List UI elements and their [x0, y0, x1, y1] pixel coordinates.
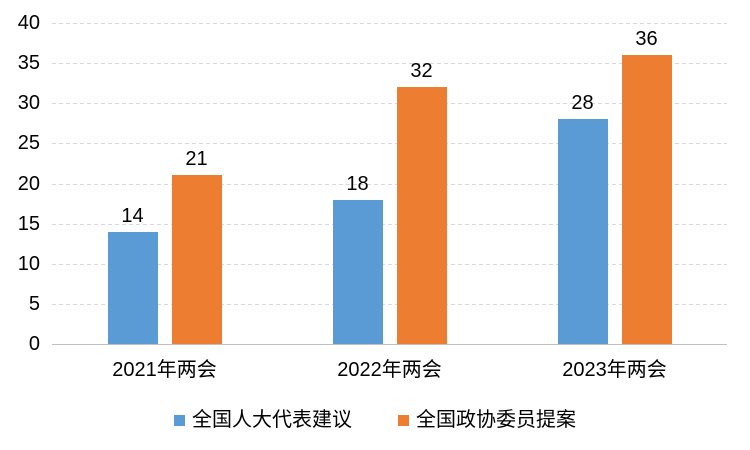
gridline — [52, 103, 727, 105]
gridline — [52, 23, 727, 24]
x-axis-line — [52, 344, 727, 345]
y-tick-label: 20 — [17, 172, 40, 195]
legend-label: 全国人大代表建议 — [192, 409, 352, 431]
legend: 全国人大代表建议 全国政协委员提案 — [0, 407, 750, 433]
y-tick-label: 5 — [28, 292, 40, 315]
bar-series1 — [107, 231, 158, 344]
legend-swatch-icon — [174, 414, 185, 426]
y-tick-label: 30 — [17, 92, 40, 115]
bar-series1 — [557, 119, 608, 344]
bar-value-label: 14 — [121, 204, 144, 227]
bar-value-label: 36 — [635, 28, 658, 51]
y-tick-label: 35 — [17, 52, 40, 75]
bar-series2 — [396, 87, 447, 344]
x-category-label: 2022年两会 — [337, 359, 442, 381]
y-tick-label: 15 — [17, 212, 40, 235]
bar-value-label: 32 — [410, 60, 433, 83]
y-axis: 0 5 10 15 20 25 30 35 40 — [0, 0, 40, 450]
gridline — [52, 183, 727, 185]
legend-item-series1: 全国人大代表建议 — [174, 407, 352, 433]
gridline — [52, 263, 727, 265]
y-tick-label: 40 — [17, 12, 40, 34]
y-tick-label: 0 — [28, 333, 40, 355]
gridline — [52, 63, 727, 65]
y-tick-label: 10 — [17, 252, 40, 275]
x-axis: 2021年两会 2022年两会 2023年两会 — [52, 344, 727, 390]
legend-item-series2: 全国政协委员提案 — [398, 407, 576, 433]
x-category-label: 2023年两会 — [562, 359, 667, 381]
legend-swatch-icon — [398, 414, 409, 426]
y-tick-label: 25 — [17, 132, 40, 155]
gridline — [52, 303, 727, 305]
gridline — [52, 223, 727, 225]
gridline — [52, 143, 727, 145]
bar-value-label: 18 — [346, 172, 369, 195]
bar-series2 — [621, 55, 672, 344]
plot-area: 14 21 18 32 28 36 — [52, 23, 727, 345]
bar-value-label: 21 — [185, 148, 208, 171]
x-category-label: 2021年两会 — [112, 359, 217, 381]
bar-value-label: 28 — [571, 92, 594, 115]
bar-series2 — [171, 175, 222, 344]
bar-series1 — [332, 199, 383, 344]
legend-label: 全国政协委员提案 — [416, 409, 576, 431]
